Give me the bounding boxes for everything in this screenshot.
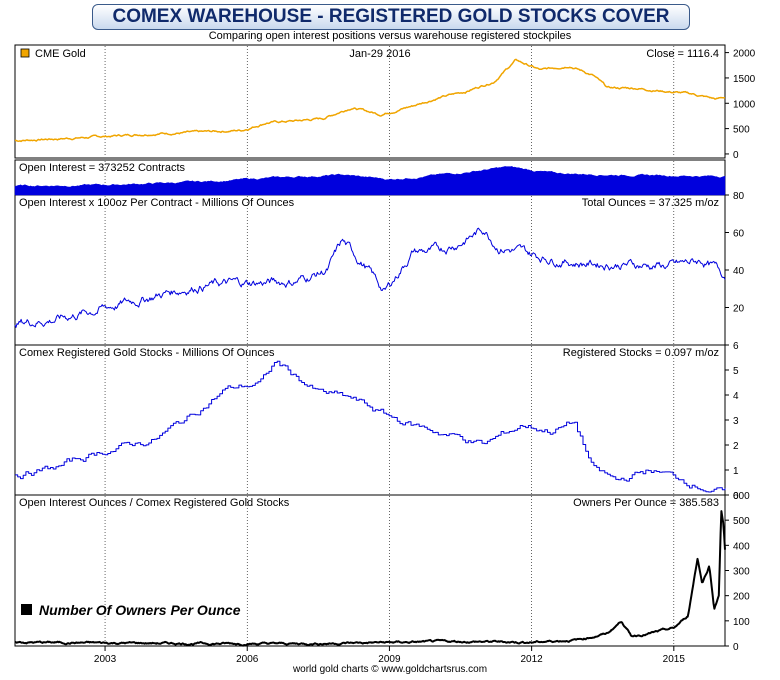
chart-title: COMEX WAREHOUSE - REGISTERED GOLD STOCKS…: [92, 4, 690, 30]
gold-legend-label: CME Gold: [35, 48, 86, 60]
open-interest-area: [14, 166, 726, 196]
owners-legend-swatch: [21, 604, 32, 615]
x-tick-label: 2012: [520, 654, 543, 665]
owners-ytick-label: 500: [733, 516, 750, 527]
owners-ytick-label: 0: [733, 642, 739, 653]
owners-ytick-label: 300: [733, 567, 750, 578]
stocks-ytick-label: 1: [733, 466, 739, 477]
owners-legend-label: Number Of Owners Per Ounce: [39, 602, 241, 618]
gold-ytick-label: 2000: [733, 49, 756, 60]
total-ounces-readout: Total Ounces = 37.325 m/oz: [582, 197, 719, 209]
panel-3-frame: [14, 194, 726, 346]
registered-stocks-label: Comex Registered Gold Stocks - Millions …: [19, 347, 275, 359]
chart-subtitle: Comparing open interest positions versus…: [208, 30, 572, 42]
gold-ytick-label: 1500: [733, 74, 756, 85]
stocks-ytick-label: 6: [733, 341, 739, 352]
owners-ytick-label: 600: [733, 491, 750, 502]
chart-footer: world gold charts © www.goldchartsrus.co…: [292, 664, 488, 675]
panel-1-frame: [14, 44, 726, 159]
gold-ytick-label: 1000: [733, 99, 756, 110]
registered-stocks-line: [15, 360, 726, 493]
panel-4-frame: [14, 344, 726, 496]
gold-price-line: [14, 58, 726, 143]
gold-date-label: Jan-29 2016: [349, 48, 410, 60]
stocks-ytick-label: 0: [733, 491, 739, 502]
stocks-ytick-label: 5: [733, 366, 739, 377]
ounces-ytick-label: 60: [733, 229, 745, 240]
gold-ytick-label: 500: [733, 125, 750, 136]
panel-5-frame: [14, 494, 726, 647]
gold-ytick-label: 0: [733, 150, 739, 161]
x-tick-label: 2003: [94, 654, 117, 665]
gold-legend-swatch: [20, 48, 30, 58]
gold-close-readout: Close = 1116.4: [646, 48, 719, 60]
owners-ytick-label: 200: [733, 592, 750, 603]
x-tick-label: 2015: [663, 654, 686, 665]
ounces-ytick-label: 40: [733, 266, 745, 277]
x-tick-label: 2006: [236, 654, 259, 665]
ounces-ytick-label: 80: [733, 191, 745, 202]
owners-ytick-label: 100: [733, 617, 750, 628]
total-ounces-label: Open Interest x 100oz Per Contract - Mil…: [19, 197, 295, 209]
open-interest-label: Open Interest = 373252 Contracts: [19, 162, 186, 174]
ounces-ytick-label: 20: [733, 304, 745, 315]
stocks-ytick-label: 2: [733, 441, 739, 452]
x-tick-label: 2009: [378, 654, 401, 665]
registered-stocks-readout: Registered Stocks = 0.097 m/oz: [563, 347, 719, 359]
owners-per-ounce-line: [14, 510, 726, 647]
total-ounces-line: [14, 227, 726, 328]
owners-label: Open Interest Ounces / Comex Registered …: [19, 497, 290, 509]
owners-ytick-label: 400: [733, 541, 750, 552]
stocks-ytick-label: 3: [733, 416, 739, 427]
stocks-ytick-label: 4: [733, 391, 739, 402]
owners-readout: Owners Per Ounce = 385.583: [573, 497, 719, 509]
